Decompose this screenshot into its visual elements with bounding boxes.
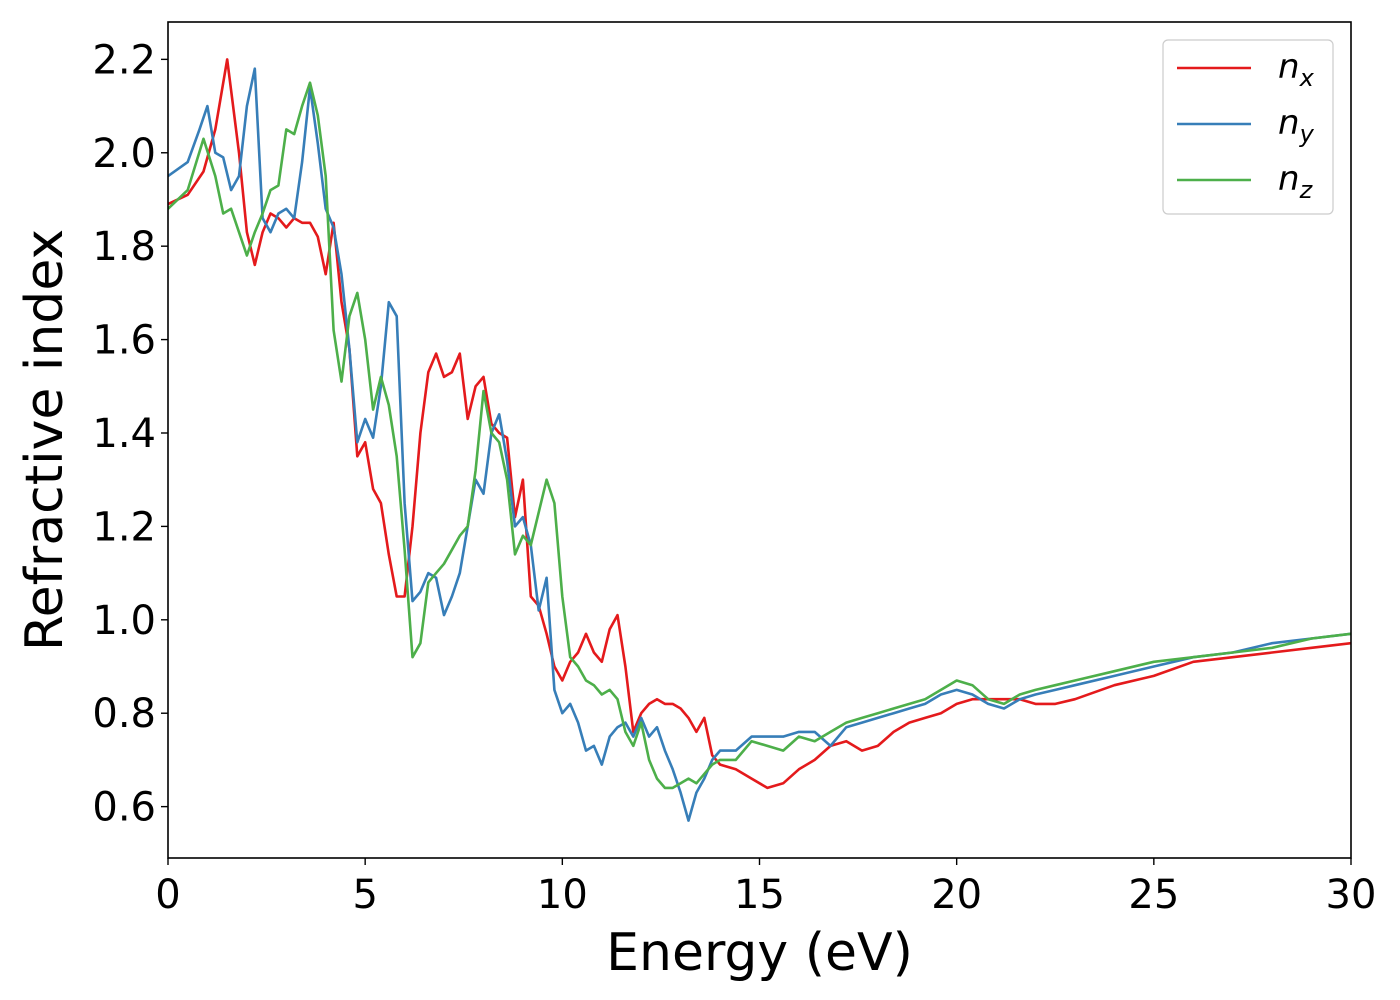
x-tick-label: 10 bbox=[537, 872, 588, 918]
series-line-n-y bbox=[168, 67, 1351, 822]
legend-subscript: x bbox=[1299, 64, 1315, 92]
y-tick-label: 1.4 bbox=[92, 411, 156, 457]
y-tick-label: 1.0 bbox=[92, 598, 156, 644]
series-layer bbox=[168, 58, 1351, 822]
legend-label-n-x: nx bbox=[1278, 47, 1315, 92]
y-tick-label: 1.6 bbox=[92, 318, 156, 364]
y-tick-label: 0.6 bbox=[92, 785, 156, 831]
legend-main: n bbox=[1278, 159, 1300, 199]
y-tick-label: 2.2 bbox=[92, 37, 156, 83]
legend-label-n-z: nz bbox=[1278, 159, 1314, 204]
series-line-n-z bbox=[168, 81, 1351, 790]
x-tick-label: 15 bbox=[734, 872, 785, 918]
legend-box bbox=[1162, 39, 1334, 215]
legend-label-n-y: ny bbox=[1278, 103, 1315, 148]
series-line-n-x bbox=[168, 58, 1351, 790]
y-tick-label: 1.2 bbox=[92, 504, 156, 550]
x-tick-label: 30 bbox=[1326, 872, 1377, 918]
legend-main: n bbox=[1278, 103, 1300, 143]
legend-main: n bbox=[1278, 47, 1300, 87]
x-axis: 0 5 10 15 20 25 30 bbox=[155, 858, 1376, 918]
legend-subscript: y bbox=[1299, 120, 1315, 148]
x-tick-label: 20 bbox=[931, 872, 982, 918]
y-tick-label: 1.8 bbox=[92, 224, 156, 270]
x-axis-title: Energy (eV) bbox=[606, 923, 913, 983]
y-axis-title: Refractive index bbox=[15, 229, 75, 651]
x-tick-label: 5 bbox=[352, 872, 377, 918]
x-tick-label: 25 bbox=[1128, 872, 1179, 918]
x-tick-label: 0 bbox=[155, 872, 180, 918]
legend-subscript: z bbox=[1299, 176, 1314, 204]
y-tick-label: 2.0 bbox=[92, 131, 156, 177]
y-axis: 0.6 0.8 1.0 1.2 1.4 1.6 1.8 2.0 2.2 bbox=[92, 37, 168, 831]
y-tick-label: 0.8 bbox=[92, 691, 156, 737]
